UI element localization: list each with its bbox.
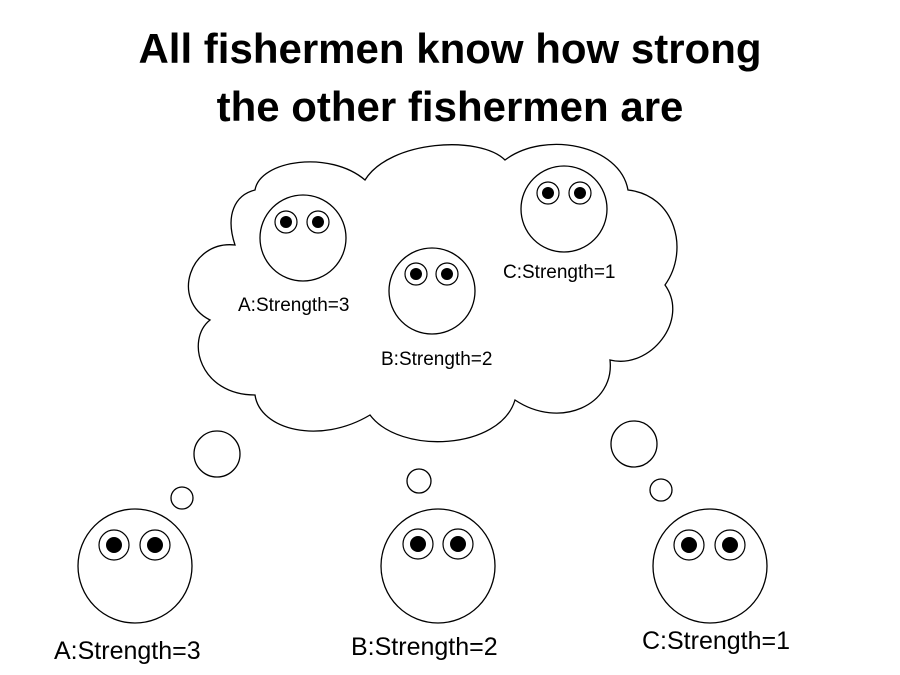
eye-icon — [442, 528, 474, 560]
eye-icon — [435, 262, 459, 286]
thought-face-b — [388, 247, 476, 335]
eye-icon — [673, 529, 705, 561]
thought-bubble-right-large — [610, 420, 658, 468]
eye-icon — [98, 529, 130, 561]
title-line-2: the other fishermen are — [216, 83, 684, 130]
thought-bubble-left-small — [170, 486, 194, 510]
thought-label-c: C:Strength=1 — [503, 262, 616, 283]
eye-icon — [536, 181, 560, 205]
eye-icon — [568, 181, 592, 205]
fisherman-c — [652, 508, 768, 624]
thought-bubble-middle — [406, 468, 432, 494]
fisherman-b — [380, 508, 496, 624]
thought-label-a: A:Strength=3 — [238, 295, 349, 316]
eye-icon — [714, 529, 746, 561]
thought-bubble-left-large — [193, 430, 241, 478]
eye-icon — [402, 528, 434, 560]
fisherman-a — [77, 508, 193, 624]
eye-icon — [404, 262, 428, 286]
thought-face-c — [520, 165, 608, 253]
thought-bubble-right-small — [649, 478, 673, 502]
fisherman-label-c: C:Strength=1 — [642, 627, 790, 655]
thought-label-b: B:Strength=2 — [381, 349, 492, 370]
eye-icon — [306, 210, 330, 234]
fisherman-label-a: A:Strength=3 — [54, 637, 201, 665]
diagram-title: All fishermen know how strong the other … — [0, 20, 900, 136]
title-line-1: All fishermen know how strong — [138, 25, 762, 72]
eye-icon — [274, 210, 298, 234]
thought-face-a — [259, 194, 347, 282]
fisherman-label-b: B:Strength=2 — [351, 633, 498, 661]
eye-icon — [139, 529, 171, 561]
